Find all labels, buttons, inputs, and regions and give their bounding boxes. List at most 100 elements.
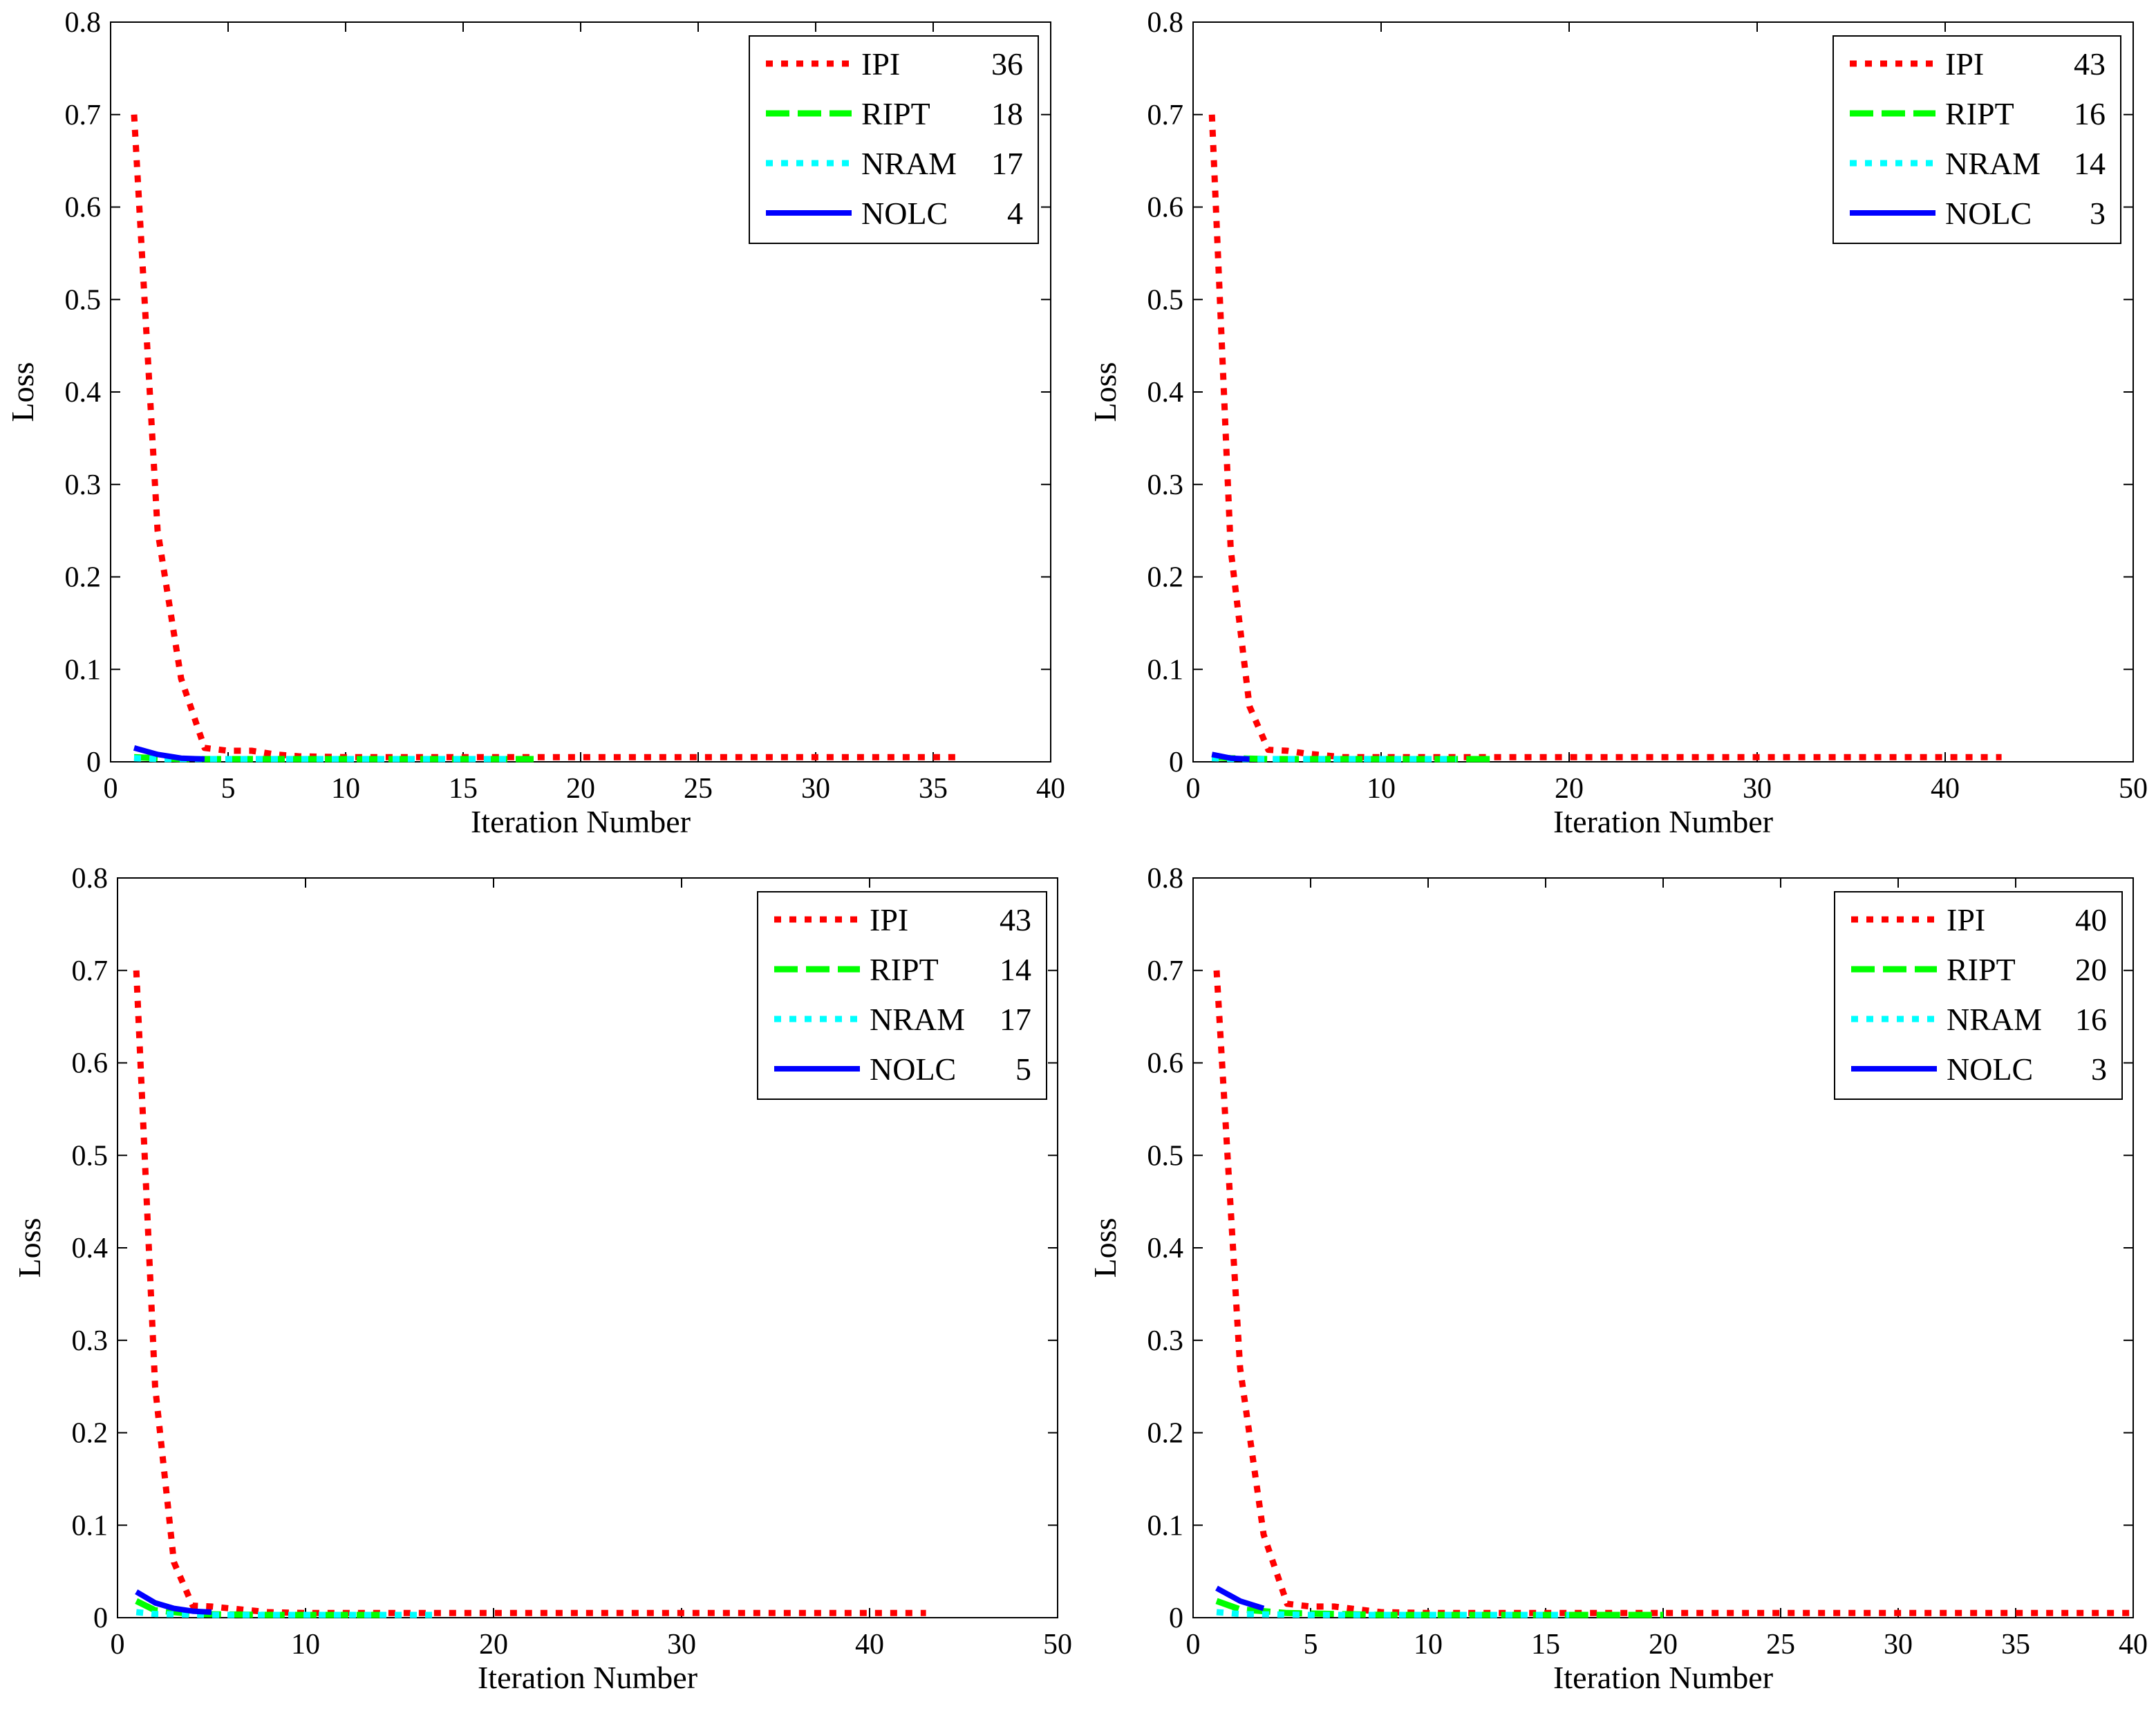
legend-label: IPI — [1947, 902, 1985, 937]
y-tick-label: 0.3 — [1147, 469, 1184, 501]
legend-count: 14 — [2074, 146, 2106, 181]
legend-count: 5 — [1015, 1051, 1031, 1087]
x-tick-label: 10 — [1367, 773, 1396, 805]
x-tick-label: 25 — [684, 773, 713, 805]
y-tick-label: 0.3 — [65, 469, 102, 501]
x-tick-label: 35 — [2001, 1629, 2030, 1661]
y-tick-label: 0.2 — [1147, 562, 1184, 594]
legend-count: 14 — [1000, 952, 1031, 987]
y-tick-label: 0.4 — [72, 1233, 109, 1264]
y-tick-label: 0.4 — [1147, 1233, 1184, 1264]
y-tick-label: 0.4 — [65, 377, 102, 409]
series-line-nram — [133, 755, 510, 763]
x-tick-label: 40 — [1036, 773, 1065, 805]
chart-panel-3: 0 10 20 30 40 50 0 0.1 0.2 0.3 0.4 0.5 0.6 0.7 0.8 Iter… — [12, 863, 1072, 1695]
y-tick-label: 0.2 — [65, 562, 102, 594]
x-tick-label: 5 — [1304, 1629, 1318, 1661]
x-tick-label: 20 — [566, 773, 595, 805]
x-tick-label: 5 — [221, 773, 236, 805]
series-line-nolc — [1211, 751, 1250, 762]
y-tick-label: 0.6 — [72, 1048, 109, 1080]
legend-count: 3 — [2090, 196, 2106, 231]
x-tick-label: 10 — [331, 773, 360, 805]
y-tick-label: 0.4 — [1147, 377, 1184, 409]
legend-count: 4 — [1007, 196, 1023, 231]
legend-count: 18 — [991, 96, 1023, 131]
y-tick-label: 0.3 — [1147, 1325, 1184, 1357]
series-line-nram — [135, 1609, 438, 1618]
x-tick-label: 35 — [919, 773, 948, 805]
x-tick-label: 40 — [855, 1629, 884, 1661]
x-tick-label: 30 — [1884, 1629, 1913, 1661]
x-tick-label: 10 — [291, 1629, 320, 1661]
y-tick-label: 0.1 — [72, 1510, 109, 1542]
y-tick-label: 0.7 — [65, 100, 102, 131]
series-line-nram — [1216, 1609, 1569, 1618]
chart-panel-4: 0 5 10 15 20 25 30 35 40 0 0.1 0.2 0.3 0.4 0.5 0.6 0.7 0.… — [1087, 863, 2148, 1695]
x-tick-label: 20 — [1555, 773, 1584, 805]
y-tick-label: 0.8 — [72, 863, 109, 895]
y-tick-label: 0 — [93, 1602, 108, 1634]
y-tick-label: 0 — [86, 747, 101, 778]
legend-label: IPI — [1945, 46, 1984, 82]
y-tick-label: 0.5 — [72, 1140, 109, 1172]
legend: IPI 36 RIPT 18 NRAM 17 NOLC 4 — [749, 35, 1039, 244]
legend-label: NOLC — [1947, 1051, 2033, 1087]
y-tick-label: 0.5 — [1147, 284, 1184, 316]
x-axis-label: Iteration Number — [471, 804, 691, 839]
legend-label: IPI — [861, 46, 900, 82]
legend-count: 20 — [2075, 952, 2107, 987]
chart-panel-2: 0 10 20 30 40 50 0 0.1 0.2 0.3 0.4 0.5 0.6 0.7 0.8 Iter… — [1087, 7, 2148, 839]
legend-count: 17 — [1000, 1002, 1031, 1037]
x-axis-label: Iteration Number — [478, 1660, 697, 1695]
y-axis-label: Loss — [1087, 1218, 1123, 1278]
x-tick-label: 20 — [1649, 1629, 1678, 1661]
y-tick-label: 0.8 — [1147, 863, 1184, 895]
y-tick-label: 0.1 — [1147, 654, 1184, 686]
legend-label: NRAM — [1947, 1002, 2042, 1037]
chart-panel-1: 0 5 10 15 20 25 30 35 40 0 0.1 0.2 0.3 0.4 0.5 0.6 0.7 0.… — [5, 7, 1065, 839]
series-line-ipi — [1213, 970, 2133, 1616]
legend: IPI 40 RIPT 20 NRAM 16 NOLC 3 — [1834, 891, 2123, 1100]
legend-label: NOLC — [870, 1051, 956, 1087]
x-tick-label: 10 — [1414, 1629, 1443, 1661]
y-tick-label: 0.6 — [1147, 1048, 1184, 1080]
x-tick-label: 0 — [1186, 1629, 1201, 1661]
y-axis-label: Loss — [5, 362, 40, 422]
y-tick-label: 0.2 — [1147, 1418, 1184, 1450]
series-line-nolc — [135, 1589, 212, 1615]
x-tick-label: 30 — [667, 1629, 696, 1661]
legend-label: NOLC — [1945, 196, 2032, 231]
x-tick-label: 20 — [479, 1629, 508, 1661]
y-tick-label: 0.5 — [1147, 1140, 1184, 1172]
legend-count: 16 — [2074, 96, 2106, 131]
series-line-ript — [1215, 1598, 1663, 1618]
legend-label: NOLC — [861, 196, 948, 231]
legend-count: 16 — [2075, 1002, 2107, 1037]
y-tick-label: 0.8 — [65, 7, 102, 39]
x-tick-label: 25 — [1766, 1629, 1795, 1661]
y-tick-label: 0.1 — [1147, 1510, 1184, 1542]
legend-count: 40 — [2075, 902, 2107, 937]
series-line-ipi — [1208, 114, 2002, 760]
y-tick-label: 0.8 — [1147, 7, 1184, 39]
legend-count: 3 — [2091, 1051, 2107, 1087]
legend-label: IPI — [870, 902, 908, 937]
x-axis-label: Iteration Number — [1553, 1660, 1773, 1695]
legend-label: NRAM — [861, 146, 957, 181]
legend-box — [1832, 35, 2121, 244]
y-axis-label: Loss — [12, 1218, 47, 1278]
y-axis-label: Loss — [1087, 362, 1123, 422]
x-tick-label: 50 — [1043, 1629, 1072, 1661]
legend-label: NRAM — [870, 1002, 965, 1037]
series-line-nolc — [1215, 1585, 1265, 1611]
legend: IPI 43 RIPT 16 NRAM 14 NOLC 3 — [1832, 35, 2121, 244]
y-tick-label: 0 — [1169, 747, 1183, 778]
legend-count: 36 — [991, 46, 1023, 82]
legend-label: RIPT — [861, 96, 930, 131]
y-tick-label: 0.7 — [72, 955, 109, 987]
x-tick-label: 40 — [1931, 773, 1960, 805]
legend-count: 43 — [2074, 46, 2106, 82]
x-axis-label: Iteration Number — [1553, 804, 1773, 839]
